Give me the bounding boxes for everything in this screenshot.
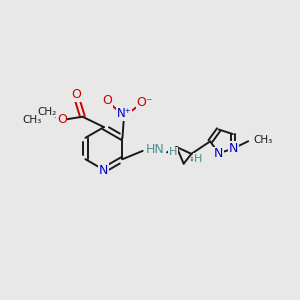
Text: N: N <box>229 142 239 155</box>
Text: H: H <box>169 147 177 158</box>
Text: N: N <box>99 164 109 177</box>
Text: HN: HN <box>145 142 164 156</box>
Text: CH₂: CH₂ <box>37 107 56 117</box>
Text: O: O <box>72 88 82 101</box>
Text: O⁻: O⁻ <box>136 96 153 109</box>
Text: CH₃: CH₃ <box>254 135 273 145</box>
Text: N⁺: N⁺ <box>116 107 131 120</box>
Text: H: H <box>194 154 202 164</box>
Text: O: O <box>57 112 67 126</box>
Text: N: N <box>214 147 224 160</box>
Text: CH₃: CH₃ <box>22 115 42 125</box>
Text: O: O <box>102 94 112 107</box>
